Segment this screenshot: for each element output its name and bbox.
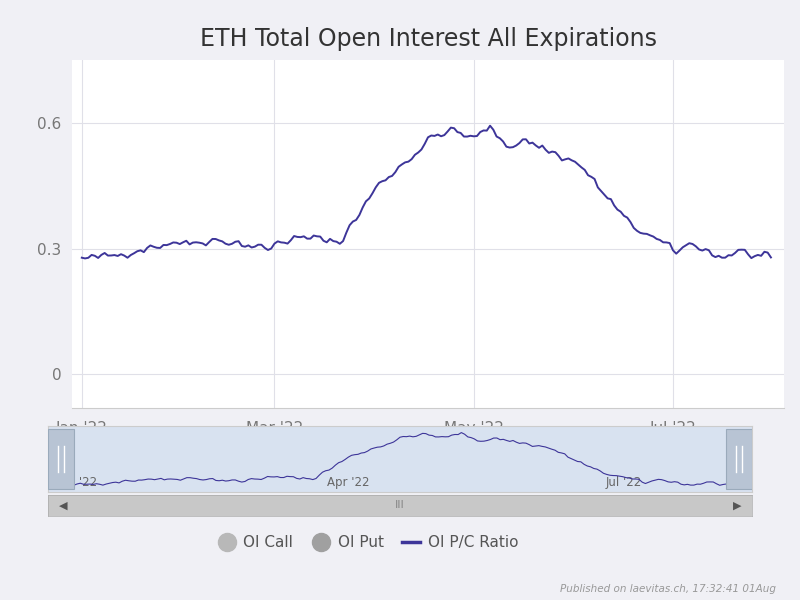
Text: III: III	[395, 500, 405, 511]
Text: Jul '22: Jul '22	[606, 476, 642, 488]
Text: ◀: ◀	[58, 500, 67, 511]
Text: ETH Total Open Interest All Expirations: ETH Total Open Interest All Expirations	[199, 27, 657, 51]
Legend: OI Call, OI Put, OI P/C Ratio: OI Call, OI Put, OI P/C Ratio	[211, 529, 525, 556]
Text: Apr '22: Apr '22	[327, 476, 370, 488]
Text: ▶: ▶	[733, 500, 742, 511]
Bar	[48, 430, 74, 488]
Text: Jan '22: Jan '22	[58, 476, 98, 488]
Text: Published on laevitas.ch, 17:32:41 01Aug: Published on laevitas.ch, 17:32:41 01Aug	[560, 584, 776, 594]
Bar	[726, 430, 752, 488]
